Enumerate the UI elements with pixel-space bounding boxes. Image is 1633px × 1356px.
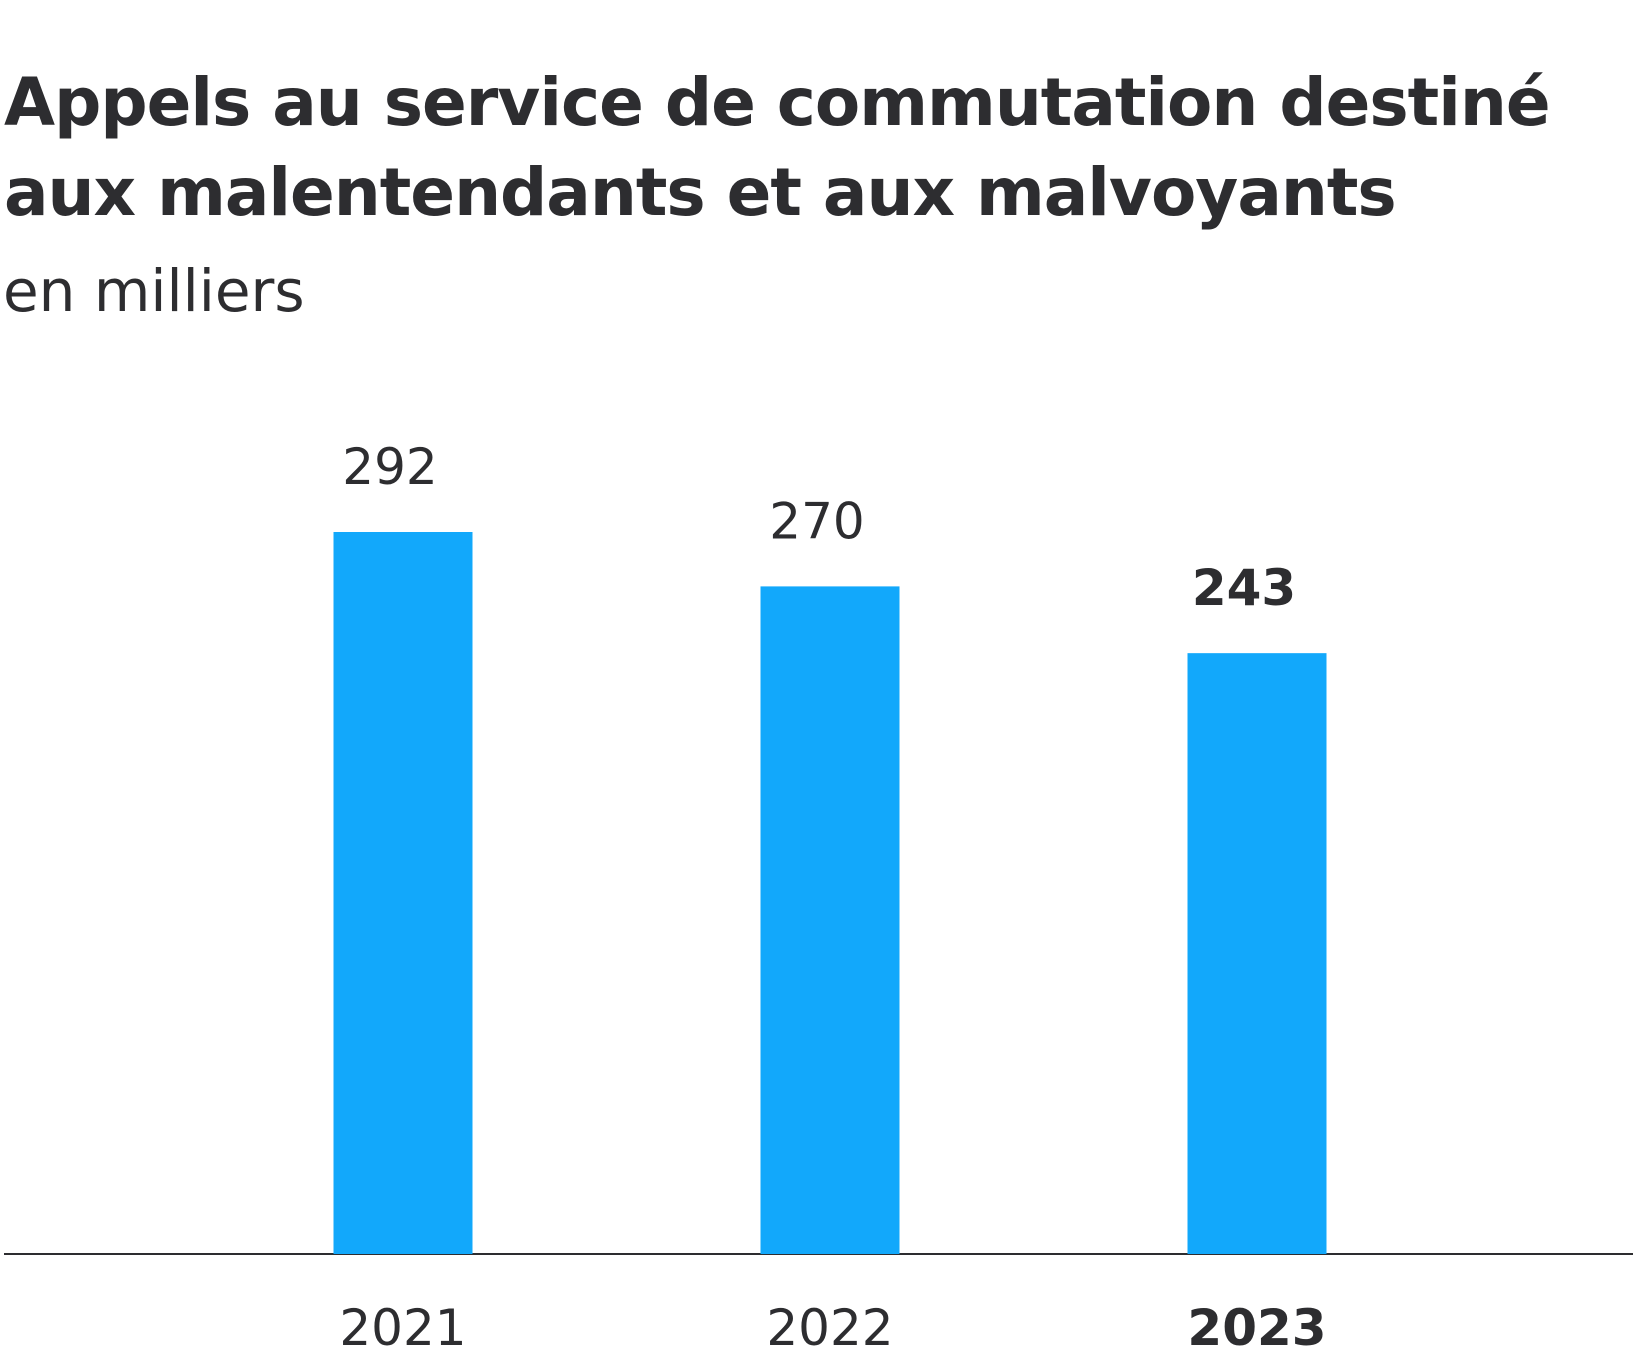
chart-title: Appels au service de commutation destiné… (4, 58, 1551, 238)
chart-subtitle: en milliers (3, 257, 305, 325)
value-label-2021: 292 (342, 438, 437, 496)
chart-title-line-1: Appels au service de commutation destiné (4, 64, 1551, 141)
category-label-2023: 2023 (1187, 1299, 1326, 1356)
value-label-2023: 243 (1192, 559, 1296, 617)
bar-2021 (333, 532, 473, 1254)
bar-2022 (760, 586, 900, 1254)
category-label-2021: 2021 (339, 1299, 466, 1356)
chart-title-line-2: aux malentendants et aux malvoyants (4, 154, 1397, 231)
category-label-2022: 2022 (766, 1299, 893, 1356)
value-label-2022: 270 (769, 492, 864, 550)
bar-2023 (1187, 653, 1327, 1254)
